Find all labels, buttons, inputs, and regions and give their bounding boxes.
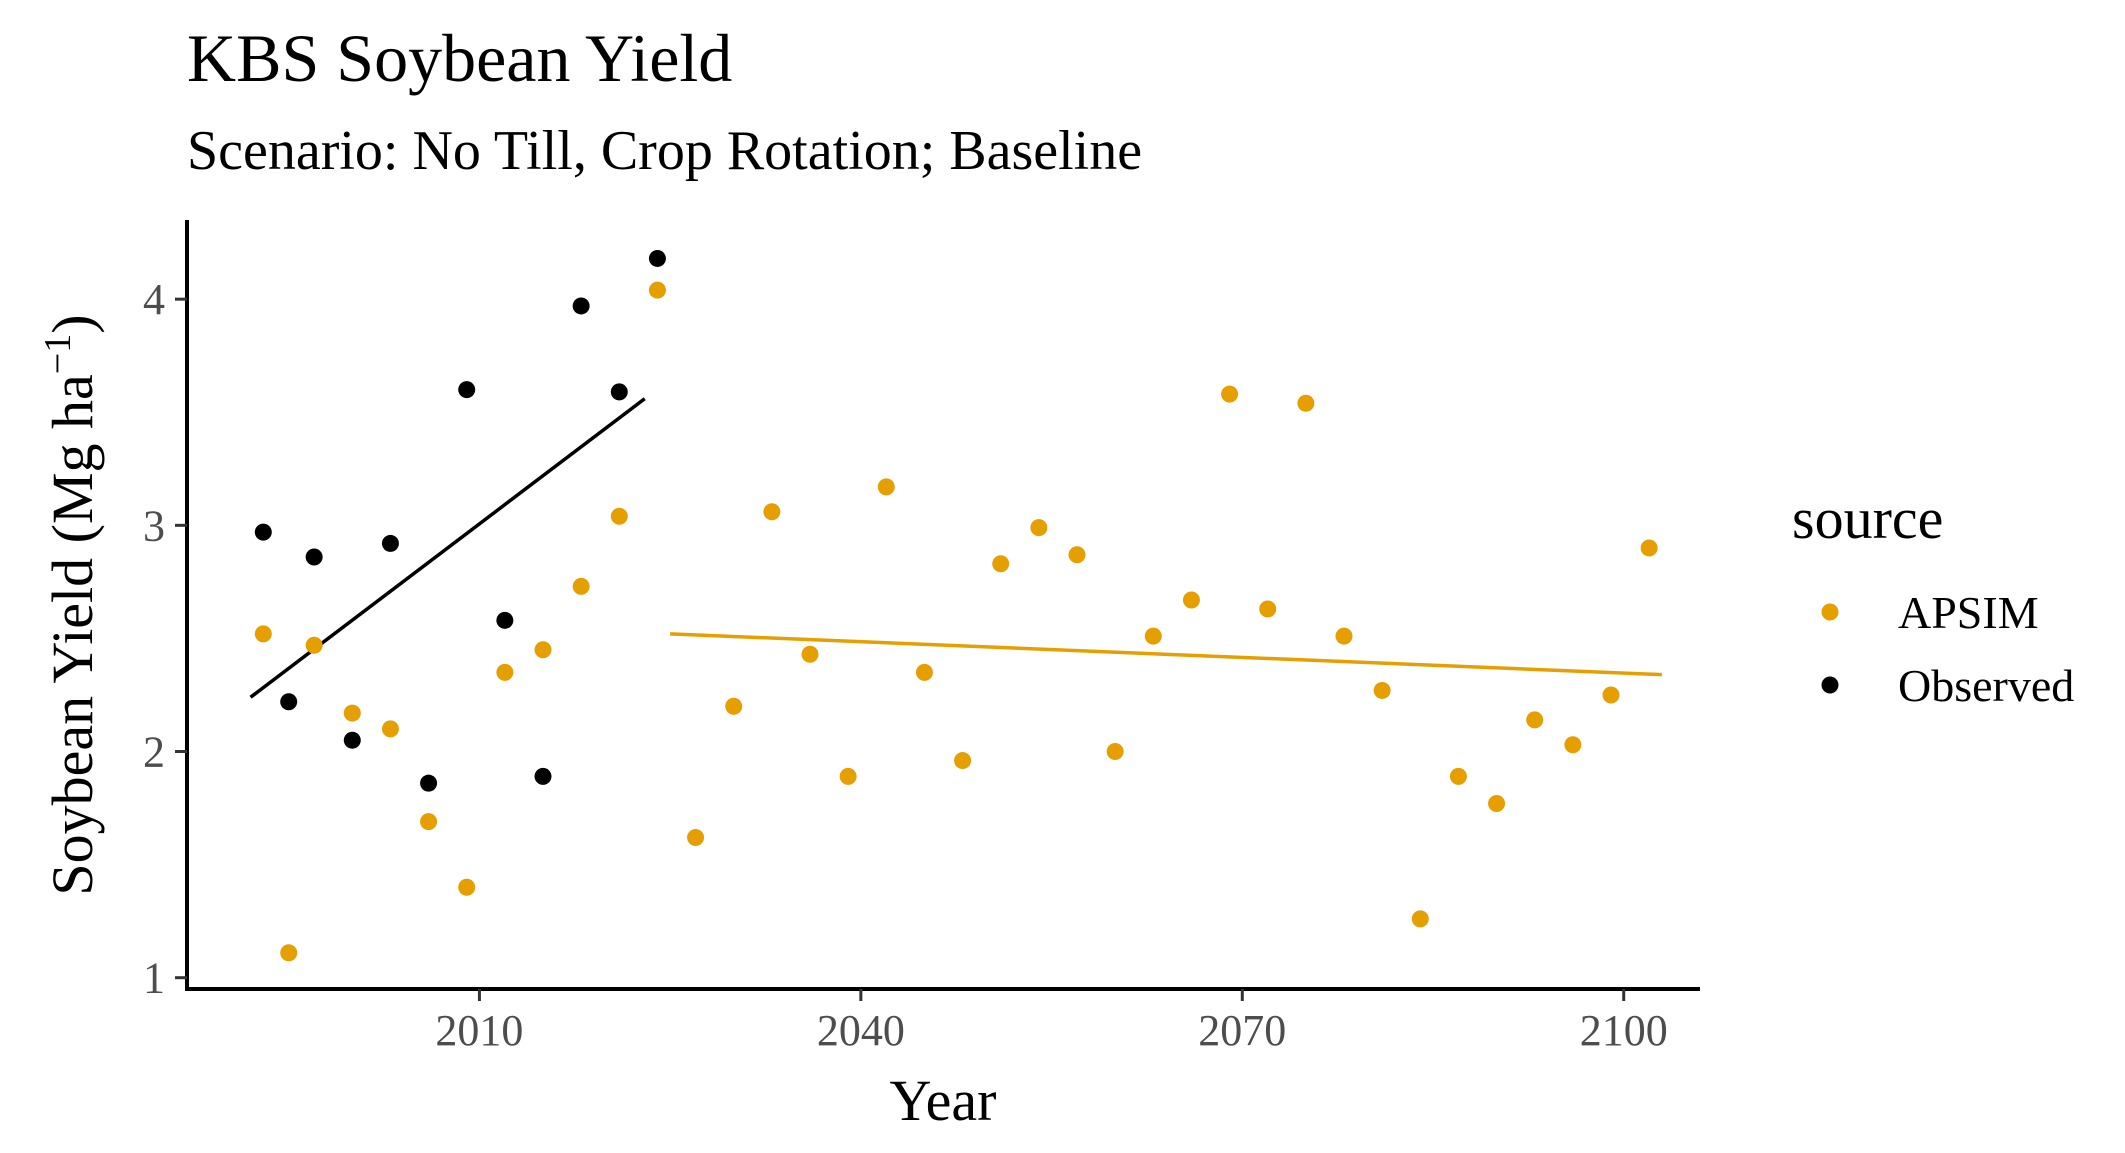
- legend: source APSIM Observed: [1792, 486, 2074, 711]
- axes: [185, 220, 1700, 991]
- legend-observed-key: [1821, 676, 1839, 694]
- apsim-point: [572, 577, 590, 595]
- apsim-point: [992, 555, 1010, 573]
- apsim-point: [1221, 385, 1239, 403]
- apsim-point: [1335, 627, 1353, 645]
- observed-point: [648, 249, 666, 267]
- apsim-point: [1488, 795, 1506, 813]
- y-axis-title-superscript: −1: [37, 334, 79, 374]
- apsim-point: [254, 625, 272, 643]
- apsim-point: [496, 663, 514, 681]
- apsim-point: [1030, 519, 1048, 537]
- apsim-point: [687, 828, 705, 846]
- x-tick-label: 2100: [1580, 1006, 1668, 1055]
- x-tick-label: 2040: [817, 1006, 905, 1055]
- y-axis-title-main: Soybean Yield (Mg ha: [40, 374, 105, 895]
- y-tick-label: 2: [143, 728, 165, 777]
- observed-point: [305, 548, 323, 566]
- apsim-point: [1259, 600, 1277, 618]
- apsim-point: [1602, 686, 1620, 704]
- apsim-point: [1411, 910, 1429, 928]
- apsim-point: [763, 503, 781, 521]
- data-points: [254, 249, 1658, 962]
- ticks: 2010 2040 2070 2100 1 2 3 4: [143, 275, 1668, 1055]
- observed-point: [458, 381, 476, 399]
- observed-point: [381, 534, 399, 552]
- x-tick-label: 2070: [1198, 1006, 1286, 1055]
- legend-title: source: [1792, 486, 1943, 551]
- x-axis-title: Year: [890, 1068, 997, 1133]
- apsim-point: [280, 944, 298, 962]
- observed-point: [572, 297, 590, 315]
- apsim-trend-line: [670, 632, 1662, 677]
- y-axis-title-close: ): [40, 314, 105, 333]
- apsim-point: [801, 645, 819, 663]
- apsim-point: [381, 720, 399, 738]
- observed-point: [254, 523, 272, 541]
- apsim-point: [1106, 743, 1124, 761]
- apsim-point: [839, 767, 857, 785]
- apsim-point: [1564, 736, 1582, 754]
- apsim-point: [1068, 546, 1086, 564]
- y-tick-label: 4: [143, 275, 165, 324]
- apsim-point: [1526, 711, 1544, 729]
- apsim-point: [343, 704, 361, 722]
- apsim-point: [877, 478, 895, 496]
- y-tick-label: 1: [143, 954, 165, 1003]
- apsim-point: [915, 663, 933, 681]
- legend-observed-label: Observed: [1898, 660, 2074, 711]
- trend-lines: [249, 397, 1662, 699]
- apsim-point: [1373, 681, 1391, 699]
- apsim-point: [1297, 394, 1315, 412]
- observed-point: [343, 731, 361, 749]
- apsim-point: [420, 813, 438, 831]
- apsim-point: [534, 641, 552, 659]
- y-tick-label: 3: [143, 501, 165, 550]
- apsim-point: [610, 507, 628, 525]
- apsim-point: [1449, 767, 1467, 785]
- apsim-point: [1640, 539, 1658, 557]
- observed-point: [534, 767, 552, 785]
- apsim-point: [305, 636, 323, 654]
- apsim-point: [1144, 627, 1162, 645]
- legend-apsim-key: [1821, 603, 1839, 621]
- x-tick-label: 2010: [435, 1006, 523, 1055]
- apsim-point: [725, 697, 743, 715]
- apsim-point: [648, 281, 666, 299]
- legend-apsim-label: APSIM: [1898, 587, 2039, 638]
- y-axis-title: Soybean Yield (Mg ha−1): [37, 314, 105, 895]
- observed-point: [280, 693, 298, 711]
- observed-point: [420, 774, 438, 792]
- apsim-point: [954, 752, 972, 770]
- observed-point: [610, 383, 628, 401]
- apsim-point: [1182, 591, 1200, 609]
- observed-point: [496, 611, 514, 629]
- chart-title: KBS Soybean Yield: [187, 20, 733, 96]
- chart-subtitle: Scenario: No Till, Crop Rotation; Baseli…: [187, 120, 1143, 182]
- apsim-point: [458, 878, 476, 896]
